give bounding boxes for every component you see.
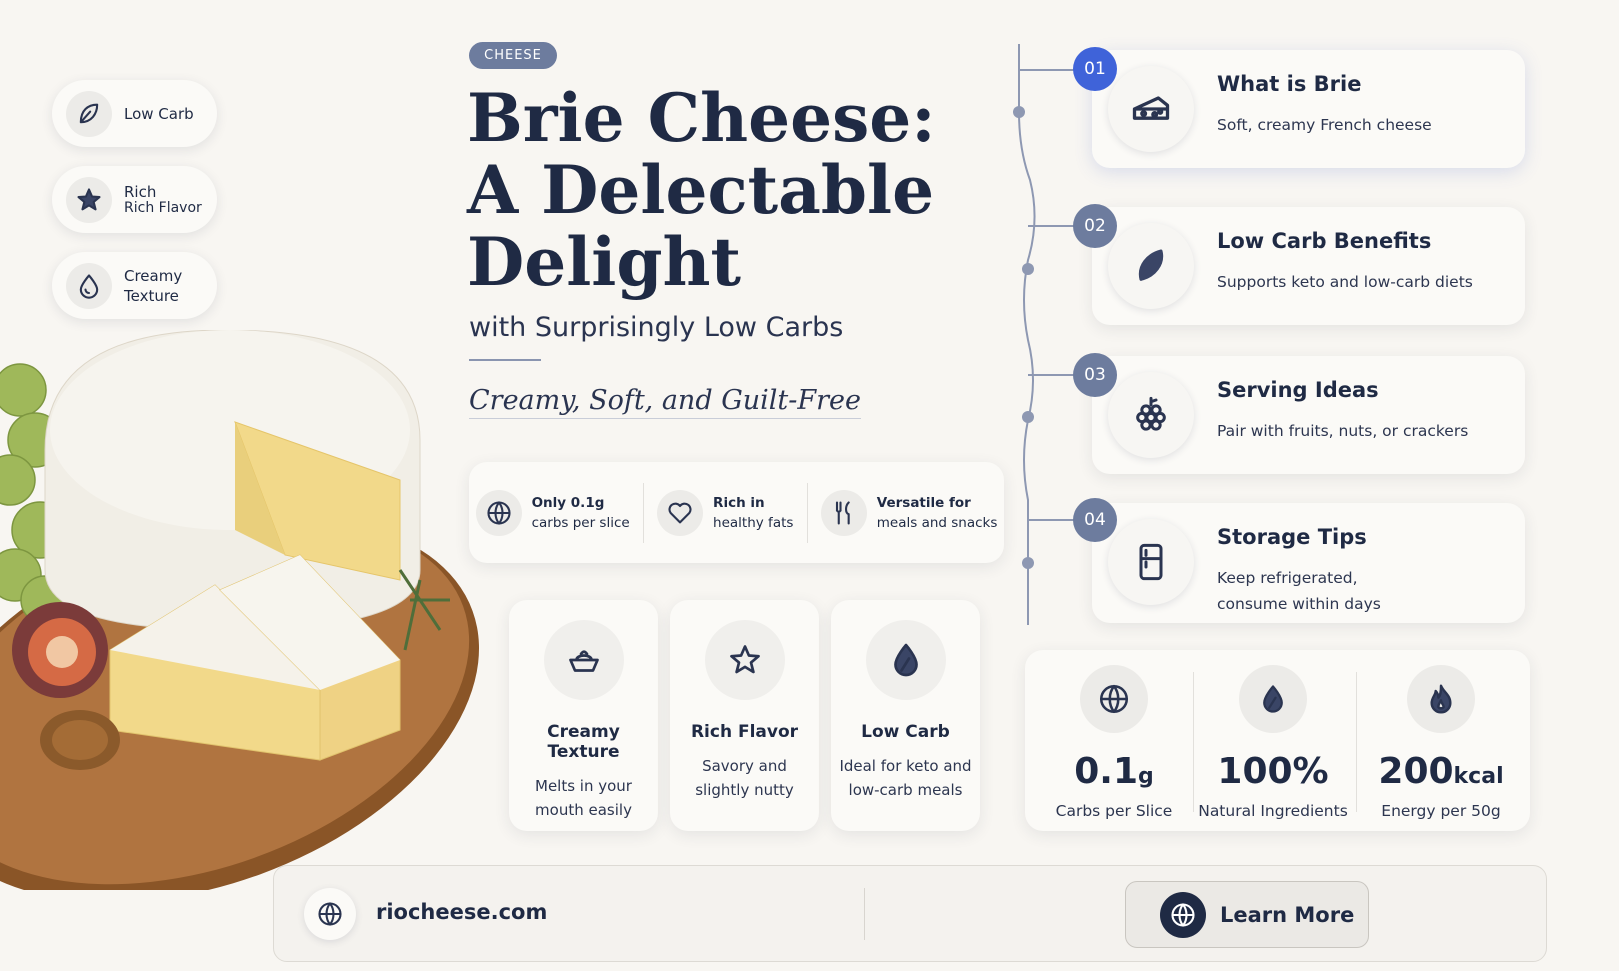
cheese-illustration — [0, 330, 480, 890]
feature-title: Only 0.1g — [531, 494, 605, 511]
icon — [66, 262, 112, 309]
badge-pill: Creamy Texture — [52, 252, 217, 319]
separator — [864, 888, 865, 940]
card-text: low-carb meals — [848, 781, 963, 799]
stat-label: Carbs per Slice — [1055, 802, 1173, 820]
card-text: Savory and — [702, 757, 787, 775]
stat-value: 0.1 — [1074, 751, 1139, 792]
feature: Rich in healthy fats — [657, 489, 794, 536]
icon — [1108, 519, 1194, 605]
separator — [1193, 672, 1194, 812]
icon — [1407, 665, 1475, 733]
website-link[interactable]: riocheese.com — [376, 900, 548, 924]
timeline-card: Low Carb Benefits Supports keto and low-… — [1092, 207, 1525, 325]
card-title: Low Carb — [861, 722, 950, 742]
icon — [1080, 665, 1148, 733]
timeline-line — [1013, 44, 1074, 625]
stat-unit: kcal — [1453, 764, 1504, 789]
step-number: 04 — [1073, 498, 1117, 542]
feature: Versatile for meals and snacks — [820, 489, 998, 536]
icon — [657, 489, 704, 536]
card-text: slightly nutty — [695, 781, 794, 799]
card-title: Creamy Texture — [547, 722, 620, 762]
pill-label: Low Carb — [124, 104, 194, 123]
headline-line: A Delectable — [467, 151, 935, 229]
timeline-text: Pair with fruits, nuts, or crackers — [1217, 422, 1469, 440]
pill-label: Rich Flavor — [124, 199, 202, 216]
card-text: Ideal for keto and — [839, 757, 972, 775]
stat-value: 100% — [1217, 751, 1329, 792]
icon — [66, 176, 112, 223]
info-card: Low Carb Ideal for keto and low-carb meal… — [831, 600, 980, 831]
stat-label: Natural Ingredients — [1198, 802, 1348, 820]
stat-unit: g — [1138, 764, 1154, 789]
features-bar: Only 0.1g carbs per slice Rich in healthy … — [469, 462, 1004, 563]
timeline-card: Storage Tips Keep refrigerated, consume w… — [1092, 503, 1525, 623]
icon — [1108, 372, 1194, 458]
timeline-text: Soft, creamy French cheese — [1217, 116, 1432, 134]
feature-text: meals and snacks — [876, 514, 998, 531]
timeline-text: consume within days — [1217, 595, 1381, 613]
icon — [1108, 66, 1194, 152]
headline-line: Brie Cheese: — [467, 79, 936, 157]
info-card: Creamy Texture Melts in your mouth easily — [509, 600, 658, 831]
timeline-text: Supports keto and low-carb diets — [1217, 273, 1473, 291]
badge-pill: Rich Rich Flavor — [52, 166, 217, 233]
icon — [1239, 665, 1307, 733]
info-card: Rich Flavor Savory and slightly nutty — [670, 600, 819, 831]
stat: 100% Natural Ingredients — [1193, 665, 1353, 820]
divider — [469, 359, 541, 361]
separator — [806, 482, 808, 543]
timeline-card: What is Brie Soft, creamy French cheese — [1092, 50, 1525, 168]
timeline-text: Keep refrigerated, — [1217, 569, 1358, 587]
timeline-title: Storage Tips — [1217, 525, 1367, 549]
icon — [304, 888, 356, 940]
category-tag: CHEESE — [469, 42, 557, 69]
learn-more-button[interactable]: Learn More — [1125, 881, 1369, 948]
headline: Brie Cheese: A Delectable Delight — [467, 82, 936, 298]
step-number: 01 — [1073, 47, 1117, 91]
card-text: mouth easily — [535, 801, 632, 819]
icon — [66, 90, 112, 137]
stat-label: Energy per 50g — [1381, 802, 1501, 820]
card-title: Rich Flavor — [690, 722, 799, 742]
timeline-title: Serving Ideas — [1217, 378, 1379, 402]
pill-label: Texture — [124, 286, 179, 305]
feature-title: Versatile for — [876, 494, 971, 511]
stat: 0.1g Carbs per Slice — [1034, 665, 1194, 820]
footer-bar: riocheese.com Learn More — [273, 865, 1547, 962]
icon — [543, 620, 624, 700]
stat-value: 200 — [1378, 751, 1454, 792]
feature: Only 0.1g carbs per slice — [475, 489, 630, 536]
button-label: Learn More — [1220, 902, 1355, 927]
feature-text: carbs per slice — [531, 514, 630, 531]
subtitle: with Surprisingly Low Carbs — [469, 312, 844, 343]
timeline-title: What is Brie — [1217, 72, 1362, 96]
icon — [865, 620, 946, 700]
headline-line: Delight — [467, 223, 741, 301]
timeline-card: Serving Ideas Pair with fruits, nuts, or… — [1092, 356, 1525, 474]
card-text: Melts in your — [535, 777, 632, 795]
pill-label: Creamy — [124, 266, 183, 285]
step-number: 03 — [1073, 353, 1117, 397]
feature-text: healthy fats — [713, 514, 794, 531]
step-number: 02 — [1073, 204, 1117, 248]
feature-title: Rich in — [713, 494, 765, 511]
icon — [1108, 223, 1194, 309]
stat: 200kcal Energy per 50g — [1361, 665, 1521, 820]
icon — [820, 489, 867, 536]
icon — [475, 489, 522, 536]
icon — [1160, 891, 1206, 938]
tagline: Creamy, Soft, and Guilt-Free — [469, 385, 861, 419]
separator — [642, 482, 644, 543]
separator — [1356, 672, 1357, 812]
badge-pill: Low Carb — [52, 80, 217, 147]
icon — [704, 620, 785, 700]
pill-label: Rich — [124, 182, 157, 201]
timeline-title: Low Carb Benefits — [1217, 229, 1432, 253]
